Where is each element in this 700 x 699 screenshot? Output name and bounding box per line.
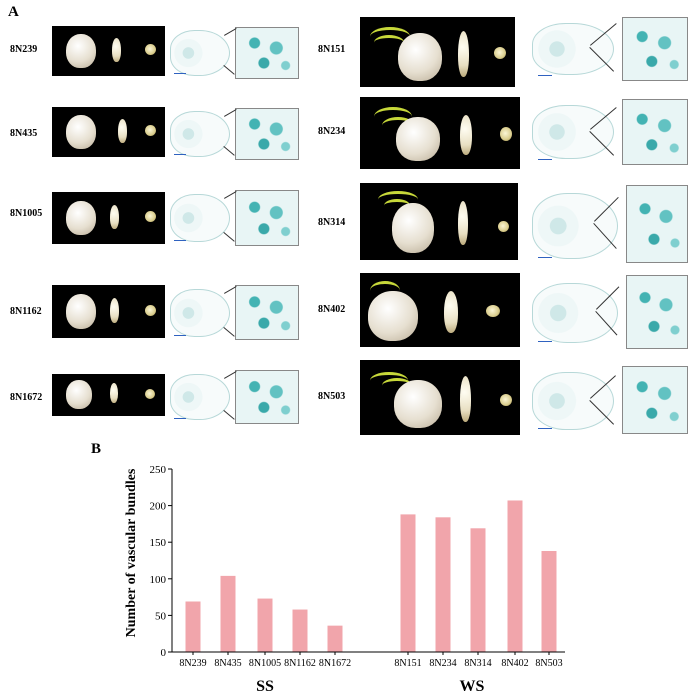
sample-label: 8N239 — [10, 44, 38, 55]
sample-label: 8N1005 — [10, 208, 43, 219]
sample-label: 8N314 — [318, 217, 346, 228]
x-tick-label: 8N234 — [429, 658, 456, 669]
group-label-ss: SS — [256, 678, 274, 695]
x-tick-label: 8N151 — [394, 658, 421, 669]
bar — [220, 575, 236, 652]
bar — [435, 517, 451, 652]
garlic-photo — [52, 26, 165, 76]
bar — [185, 601, 201, 652]
sample-label: 8N1162 — [10, 306, 42, 317]
bar — [470, 528, 486, 652]
y-axis-label: Number of vascular bundles — [124, 468, 139, 637]
garlic-photo — [52, 285, 165, 338]
y-tick-label: 100 — [150, 574, 167, 586]
bar — [327, 625, 343, 652]
sample-label: 8N435 — [10, 128, 38, 139]
x-tick-label: 8N239 — [179, 658, 206, 669]
bar — [292, 609, 308, 652]
garlic-photo — [360, 97, 520, 169]
microscopy-section — [170, 190, 300, 246]
x-tick-label: 8N1162 — [284, 658, 316, 669]
x-tick-label: 8N435 — [214, 658, 241, 669]
microscopy-section — [532, 185, 690, 265]
x-tick-label: 8N1672 — [319, 658, 351, 669]
x-tick-label: 8N1005 — [249, 658, 281, 669]
x-tick-label: 8N503 — [535, 658, 562, 669]
bar — [257, 598, 273, 652]
bar — [541, 550, 557, 652]
garlic-photo — [52, 192, 165, 244]
y-tick-label: 200 — [150, 501, 167, 513]
microscopy-section — [532, 17, 690, 81]
sample-label: 8N234 — [318, 126, 346, 137]
garlic-photo — [52, 107, 165, 157]
bar — [507, 500, 523, 652]
garlic-photo — [360, 17, 515, 87]
x-tick-label: 8N314 — [464, 658, 491, 669]
garlic-photo — [360, 273, 520, 347]
garlic-photo — [360, 183, 518, 260]
y-tick-label: 50 — [155, 610, 167, 622]
panel-b-label: B — [91, 441, 102, 457]
y-tick-label: 0 — [161, 647, 167, 659]
microscopy-section — [532, 366, 690, 436]
sample-label: 8N402 — [318, 304, 346, 315]
garlic-photo — [52, 374, 165, 416]
sample-label: 8N151 — [318, 44, 346, 55]
y-tick-label: 250 — [150, 464, 167, 476]
microscopy-section — [532, 275, 690, 350]
microscopy-section — [170, 285, 300, 340]
microscopy-section — [170, 370, 300, 424]
x-tick-label: 8N402 — [501, 658, 528, 669]
y-tick-label: 150 — [150, 537, 167, 549]
microscopy-section — [170, 108, 300, 161]
panel-a-label: A — [8, 4, 19, 20]
microscopy-section — [170, 27, 300, 80]
group-label-ws: WS — [460, 678, 485, 695]
microscopy-section — [532, 99, 690, 165]
garlic-photo — [360, 360, 520, 435]
sample-label: 8N1672 — [10, 392, 43, 403]
bar — [400, 514, 416, 652]
sample-label: 8N503 — [318, 391, 346, 402]
